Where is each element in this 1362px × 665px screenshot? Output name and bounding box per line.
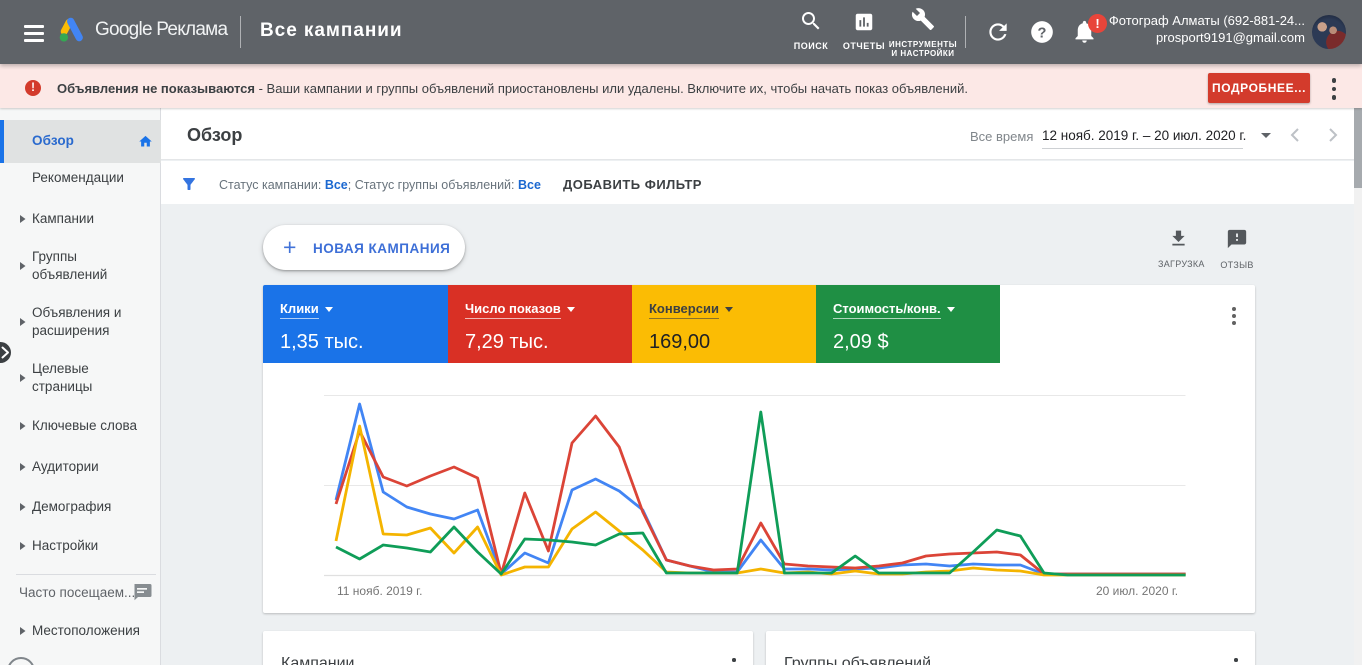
- svg-text:?: ?: [1038, 25, 1047, 41]
